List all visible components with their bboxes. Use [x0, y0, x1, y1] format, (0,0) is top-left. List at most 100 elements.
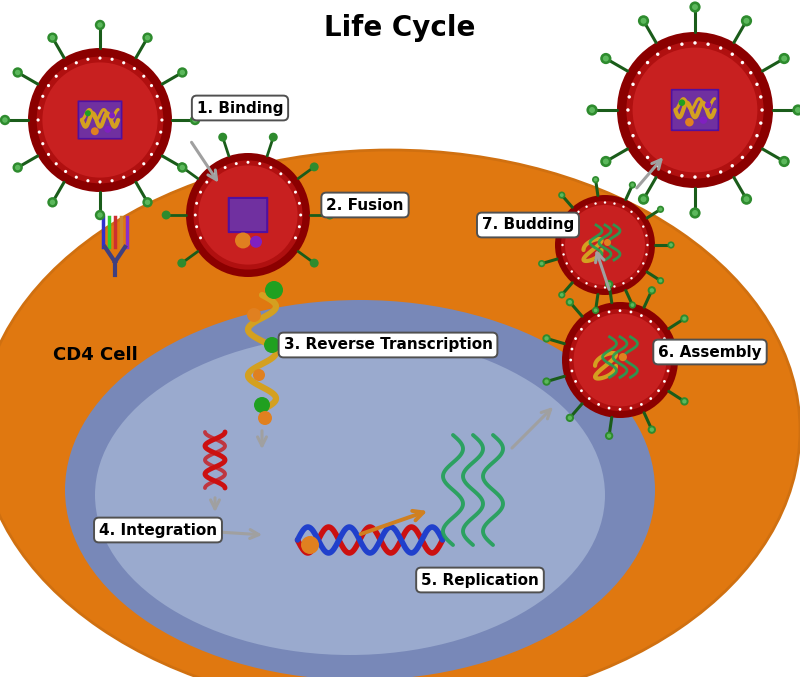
Circle shape: [570, 217, 573, 220]
Circle shape: [562, 302, 678, 418]
Circle shape: [668, 46, 671, 49]
Circle shape: [741, 156, 744, 159]
Circle shape: [600, 156, 611, 167]
Circle shape: [680, 174, 684, 177]
Circle shape: [85, 110, 91, 116]
Circle shape: [631, 83, 634, 86]
Circle shape: [666, 370, 670, 372]
Circle shape: [690, 1, 701, 13]
Circle shape: [42, 142, 44, 146]
Circle shape: [692, 4, 698, 10]
Circle shape: [607, 282, 611, 286]
Circle shape: [264, 337, 280, 353]
Circle shape: [580, 328, 583, 330]
Circle shape: [122, 175, 126, 179]
Circle shape: [538, 260, 546, 267]
Circle shape: [594, 202, 597, 204]
Circle shape: [294, 236, 297, 240]
Circle shape: [627, 121, 631, 125]
Circle shape: [299, 213, 302, 217]
Circle shape: [109, 112, 115, 118]
Circle shape: [156, 142, 158, 146]
Circle shape: [54, 162, 58, 165]
Text: Life Cycle: Life Cycle: [324, 14, 476, 42]
Circle shape: [592, 176, 599, 183]
Circle shape: [682, 399, 686, 403]
Circle shape: [646, 156, 650, 159]
Ellipse shape: [95, 335, 605, 655]
Circle shape: [142, 162, 146, 165]
Circle shape: [642, 262, 645, 265]
Circle shape: [279, 173, 282, 175]
Circle shape: [560, 193, 564, 197]
Circle shape: [186, 153, 310, 277]
Circle shape: [47, 32, 58, 43]
Circle shape: [608, 407, 610, 410]
Circle shape: [64, 170, 67, 173]
Circle shape: [622, 282, 625, 284]
Circle shape: [150, 153, 153, 156]
Circle shape: [630, 311, 632, 313]
Circle shape: [50, 200, 55, 205]
Circle shape: [145, 200, 150, 205]
Circle shape: [759, 95, 762, 99]
Circle shape: [795, 107, 800, 113]
Circle shape: [642, 225, 645, 227]
Circle shape: [110, 58, 114, 61]
Circle shape: [604, 286, 606, 288]
Circle shape: [755, 83, 758, 86]
Text: 4. Integration: 4. Integration: [99, 523, 217, 538]
Circle shape: [730, 53, 734, 56]
Circle shape: [570, 347, 574, 351]
Circle shape: [310, 259, 318, 267]
Circle shape: [680, 43, 684, 46]
Circle shape: [630, 183, 634, 187]
Circle shape: [110, 179, 114, 182]
Circle shape: [586, 104, 598, 116]
Circle shape: [759, 121, 762, 125]
Circle shape: [603, 158, 609, 165]
Circle shape: [618, 309, 622, 312]
Circle shape: [192, 117, 198, 123]
Circle shape: [37, 57, 163, 183]
Circle shape: [607, 433, 611, 438]
Circle shape: [614, 285, 616, 288]
Circle shape: [235, 232, 251, 248]
Text: 5. Replication: 5. Replication: [421, 573, 539, 588]
Circle shape: [637, 270, 639, 273]
Circle shape: [568, 416, 572, 420]
Circle shape: [589, 107, 595, 113]
Circle shape: [294, 191, 297, 194]
Circle shape: [792, 104, 800, 116]
Circle shape: [178, 259, 186, 267]
Circle shape: [760, 108, 764, 112]
Circle shape: [569, 309, 671, 411]
Circle shape: [542, 377, 550, 386]
Circle shape: [638, 71, 641, 74]
Circle shape: [743, 18, 750, 24]
Circle shape: [544, 379, 549, 384]
Circle shape: [37, 118, 40, 122]
Circle shape: [254, 397, 270, 413]
Ellipse shape: [65, 300, 655, 677]
Circle shape: [650, 397, 652, 400]
Circle shape: [588, 320, 590, 323]
Circle shape: [195, 202, 198, 204]
Circle shape: [657, 206, 664, 213]
Circle shape: [98, 180, 102, 183]
Circle shape: [638, 194, 649, 204]
Circle shape: [566, 262, 568, 265]
Circle shape: [160, 118, 163, 122]
Circle shape: [749, 71, 753, 74]
Circle shape: [626, 108, 630, 112]
Circle shape: [730, 164, 734, 167]
Circle shape: [598, 403, 600, 406]
Circle shape: [199, 191, 202, 194]
Circle shape: [42, 95, 44, 98]
Circle shape: [91, 127, 98, 135]
Ellipse shape: [0, 150, 800, 677]
Circle shape: [561, 201, 649, 289]
Circle shape: [270, 166, 272, 169]
Circle shape: [142, 197, 153, 207]
Circle shape: [656, 164, 659, 167]
